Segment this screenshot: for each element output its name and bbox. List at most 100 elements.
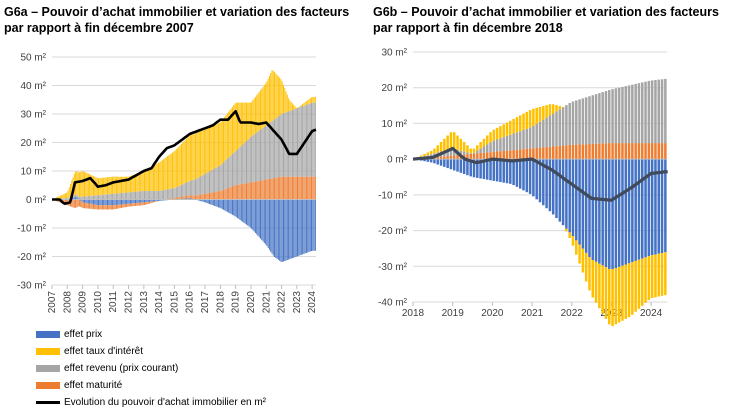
- bar-prix: [466, 159, 469, 176]
- bar-maturite: [289, 176, 291, 200]
- bar-prix: [188, 198, 190, 200]
- bar-taux: [535, 107, 538, 124]
- bar-revenu: [272, 120, 274, 179]
- bar-taux: [70, 183, 71, 197]
- bar-maturite: [233, 185, 235, 200]
- bar-revenu: [298, 107, 300, 177]
- bar-revenu: [178, 186, 180, 198]
- bar-maturite: [311, 176, 313, 200]
- bar-maturite: [94, 204, 96, 210]
- bar-taux: [189, 135, 191, 181]
- bar-prix: [101, 199, 103, 206]
- bar-prix: [257, 199, 259, 236]
- bar-revenu: [174, 187, 176, 198]
- bar-prix: [624, 159, 628, 265]
- bar-taux: [307, 100, 309, 105]
- bar-prix: [446, 159, 449, 169]
- bar-maturite: [225, 188, 227, 200]
- bar-maturite: [206, 193, 208, 200]
- bar-revenu: [280, 114, 282, 177]
- bar-taux: [150, 167, 152, 191]
- bar-revenu: [121, 193, 122, 200]
- bar-revenu: [313, 102, 315, 177]
- bar-taux: [285, 91, 287, 113]
- bar-maturite: [248, 182, 250, 200]
- bar-taux: [197, 132, 199, 178]
- bar-maturite: [267, 179, 269, 200]
- bar-revenu: [231, 154, 233, 187]
- bar-revenu: [548, 115, 552, 147]
- bar-prix: [634, 159, 637, 261]
- bar-maturite: [274, 178, 276, 200]
- bar-taux: [449, 132, 453, 149]
- bar-taux: [261, 88, 263, 129]
- bar-revenu: [212, 169, 214, 193]
- bar-revenu: [62, 198, 64, 200]
- bar-maturite: [578, 144, 581, 160]
- bar-revenu: [260, 129, 262, 181]
- bar-revenu: [193, 179, 195, 196]
- bar-taux: [217, 123, 219, 167]
- bar-maturite: [522, 149, 525, 160]
- bar-taux: [137, 173, 139, 192]
- bar-maturite: [314, 176, 316, 200]
- bar-taux: [214, 124, 216, 169]
- bar-taux: [94, 176, 96, 196]
- bar-prix: [532, 159, 535, 197]
- bar-taux: [452, 132, 456, 149]
- bar-maturite: [133, 203, 135, 207]
- bar-taux: [92, 176, 94, 196]
- bar-taux: [654, 254, 657, 298]
- bar-prix: [229, 199, 231, 214]
- bar-prix: [86, 199, 88, 204]
- bar-taux: [289, 100, 291, 111]
- bar-maturite: [110, 205, 112, 210]
- bar-taux: [518, 115, 522, 132]
- bar-revenu: [165, 189, 167, 199]
- bar-prix: [254, 199, 256, 233]
- bar-prix: [291, 199, 293, 259]
- bar-taux: [112, 176, 114, 194]
- bar-taux: [57, 196, 59, 199]
- bar-revenu: [169, 188, 171, 199]
- bar-taux: [303, 103, 305, 106]
- bar-taux: [578, 244, 581, 264]
- bar-revenu: [249, 137, 251, 183]
- bar-revenu: [64, 198, 66, 200]
- bar-taux: [211, 125, 213, 170]
- bar-prix: [206, 199, 208, 204]
- bar-taux: [439, 142, 443, 152]
- bar-maturite: [456, 155, 459, 160]
- bar-taux: [631, 262, 634, 315]
- bar-taux: [152, 165, 154, 191]
- bar-prix: [262, 199, 264, 242]
- bar-revenu: [300, 106, 302, 177]
- x-tick-label: 2010: [93, 291, 104, 314]
- bar-taux: [140, 172, 142, 192]
- bar-revenu: [118, 193, 120, 200]
- legend-swatch-prix: [36, 330, 60, 338]
- bar-maturite: [608, 143, 611, 160]
- bar-revenu: [489, 142, 492, 153]
- bar-revenu: [598, 93, 601, 144]
- bar-maturite: [150, 201, 152, 204]
- bar-maturite: [154, 201, 156, 203]
- bar-taux: [499, 126, 502, 139]
- bar-prix: [272, 199, 274, 256]
- bar-taux: [169, 154, 171, 189]
- bar-maturite: [309, 176, 311, 200]
- bar-maturite: [657, 143, 661, 160]
- bar-prix: [495, 159, 499, 182]
- bar-revenu: [158, 190, 159, 200]
- bar-taux: [172, 152, 174, 189]
- bar-prix: [499, 159, 502, 183]
- bar-revenu: [127, 192, 129, 200]
- bar-maturite: [295, 176, 297, 200]
- bar-taux: [472, 148, 476, 153]
- bar-taux: [426, 152, 430, 156]
- bar-revenu: [312, 102, 314, 177]
- bar-taux: [281, 81, 283, 114]
- bar-maturite: [261, 180, 263, 200]
- bar-revenu: [98, 195, 100, 200]
- bar-prix: [459, 159, 463, 173]
